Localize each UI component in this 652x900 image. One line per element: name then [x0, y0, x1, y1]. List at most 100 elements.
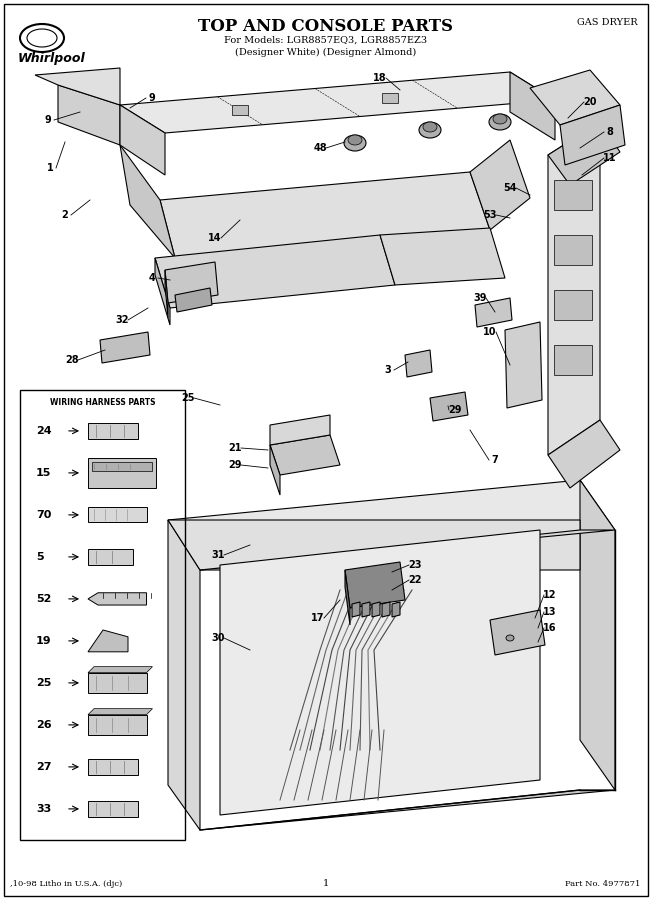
Bar — [554, 290, 592, 320]
Ellipse shape — [493, 114, 507, 124]
Polygon shape — [200, 530, 615, 570]
Polygon shape — [88, 593, 147, 605]
Text: 24: 24 — [36, 426, 52, 436]
Bar — [554, 180, 592, 210]
Polygon shape — [165, 270, 168, 318]
Text: 15: 15 — [36, 468, 52, 478]
Polygon shape — [88, 667, 153, 672]
Polygon shape — [220, 530, 540, 815]
Bar — [382, 93, 398, 103]
Text: Whirlpool: Whirlpool — [18, 52, 86, 65]
Text: 39: 39 — [473, 293, 487, 303]
Text: 28: 28 — [65, 355, 79, 365]
Bar — [554, 235, 592, 265]
Polygon shape — [270, 415, 330, 445]
Bar — [232, 105, 248, 115]
Text: Part No. 4977871: Part No. 4977871 — [565, 880, 640, 888]
Text: 23: 23 — [408, 560, 422, 570]
Polygon shape — [470, 140, 530, 230]
Text: 20: 20 — [584, 97, 597, 107]
Text: WIRING HARNESS PARTS: WIRING HARNESS PARTS — [50, 398, 155, 407]
Text: TOP AND CONSOLE PARTS: TOP AND CONSOLE PARTS — [198, 18, 454, 35]
Ellipse shape — [423, 122, 437, 132]
Bar — [92, 462, 151, 471]
Polygon shape — [200, 790, 615, 830]
Polygon shape — [160, 172, 490, 258]
Polygon shape — [120, 105, 165, 175]
Ellipse shape — [489, 114, 511, 130]
Polygon shape — [580, 480, 615, 790]
Bar — [88, 759, 138, 775]
Text: ,10-98 Litho in U.S.A. (djc): ,10-98 Litho in U.S.A. (djc) — [10, 880, 123, 888]
Ellipse shape — [344, 135, 366, 151]
Text: GAS DRYER: GAS DRYER — [578, 18, 638, 27]
Bar — [88, 458, 155, 488]
Polygon shape — [168, 520, 200, 830]
Polygon shape — [380, 228, 505, 285]
Polygon shape — [510, 72, 555, 140]
Text: 54: 54 — [503, 183, 517, 193]
Bar — [88, 423, 138, 439]
Bar — [88, 672, 147, 693]
Text: 21: 21 — [228, 443, 242, 453]
Text: 25: 25 — [181, 393, 195, 403]
Polygon shape — [352, 602, 360, 617]
Text: 12: 12 — [543, 590, 557, 600]
Polygon shape — [165, 262, 218, 303]
Text: 11: 11 — [603, 153, 617, 163]
Text: 9: 9 — [44, 115, 52, 125]
Text: 29: 29 — [228, 460, 242, 470]
Text: 1: 1 — [323, 879, 329, 888]
Text: 2: 2 — [62, 210, 68, 220]
Text: 33: 33 — [36, 804, 52, 814]
Text: 1: 1 — [47, 163, 53, 173]
Ellipse shape — [506, 635, 514, 641]
Polygon shape — [35, 68, 120, 105]
Text: 17: 17 — [311, 613, 325, 623]
Text: 32: 32 — [115, 315, 128, 325]
Text: 10: 10 — [483, 327, 497, 337]
Polygon shape — [168, 520, 580, 570]
Text: (Designer White) (Designer Almond): (Designer White) (Designer Almond) — [235, 48, 417, 57]
Text: 5: 5 — [36, 552, 44, 562]
Polygon shape — [120, 145, 175, 258]
Polygon shape — [155, 235, 395, 308]
Text: 16: 16 — [543, 623, 557, 633]
Ellipse shape — [348, 135, 362, 145]
Text: 9: 9 — [149, 93, 155, 103]
Bar — [20, 390, 185, 840]
Text: 70: 70 — [36, 510, 52, 520]
Text: 22: 22 — [408, 575, 422, 585]
Polygon shape — [505, 322, 542, 408]
Text: 18: 18 — [373, 73, 387, 83]
Bar — [88, 549, 133, 565]
Polygon shape — [548, 122, 600, 455]
Text: 26: 26 — [36, 720, 52, 730]
Polygon shape — [405, 350, 432, 377]
Polygon shape — [155, 258, 170, 325]
Text: 4: 4 — [149, 273, 155, 283]
Polygon shape — [560, 105, 625, 165]
Polygon shape — [270, 445, 280, 495]
Polygon shape — [58, 85, 120, 145]
Text: 29: 29 — [449, 405, 462, 415]
Polygon shape — [382, 602, 390, 617]
Polygon shape — [475, 298, 512, 327]
Text: 19: 19 — [36, 636, 52, 646]
Polygon shape — [548, 122, 620, 185]
Polygon shape — [548, 420, 620, 488]
Bar — [88, 508, 147, 522]
Polygon shape — [530, 70, 620, 125]
Bar — [88, 801, 138, 817]
Polygon shape — [345, 570, 350, 625]
Polygon shape — [345, 562, 405, 608]
Polygon shape — [490, 610, 545, 655]
Polygon shape — [270, 435, 340, 475]
Text: 27: 27 — [36, 762, 52, 772]
Ellipse shape — [419, 122, 441, 138]
Text: For Models: LGR8857EQ3, LGR8857EZ3: For Models: LGR8857EQ3, LGR8857EZ3 — [224, 36, 428, 45]
Text: 3: 3 — [385, 365, 391, 375]
Text: 14: 14 — [208, 233, 222, 243]
Text: 52: 52 — [36, 594, 52, 604]
Polygon shape — [175, 288, 212, 312]
